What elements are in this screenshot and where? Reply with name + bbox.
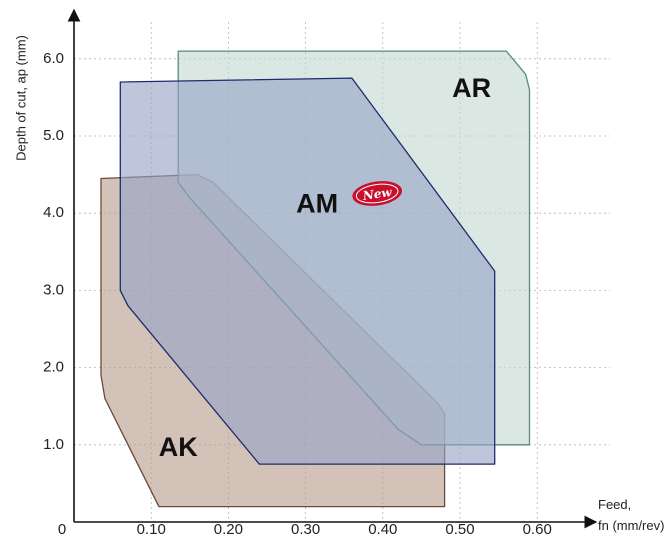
y-tick-label: 1.0 bbox=[43, 436, 64, 453]
y-tick-label: 3.0 bbox=[43, 281, 64, 298]
new-badge: New bbox=[352, 181, 402, 206]
x-tick-label: 0.20 bbox=[214, 521, 243, 538]
label-am: AM bbox=[296, 189, 338, 219]
x-tick-label: 0.30 bbox=[291, 521, 320, 538]
x-tick-label: 0.50 bbox=[445, 521, 474, 538]
x-axis-title-line2: fn (mm/rev) bbox=[598, 518, 664, 533]
origin-label: 0 bbox=[58, 521, 66, 538]
y-tick-label: 4.0 bbox=[43, 204, 64, 221]
new-badge-text: New bbox=[361, 185, 393, 203]
region-labels: AR AM AK New bbox=[159, 73, 491, 462]
x-tick-label: 0.10 bbox=[137, 521, 166, 538]
y-tick-label: 2.0 bbox=[43, 359, 64, 376]
axes bbox=[67, 8, 598, 529]
region-am bbox=[119, 77, 496, 465]
new-badge-ring bbox=[355, 183, 399, 204]
y-tick-label: 6.0 bbox=[43, 50, 64, 67]
tick-labels: 0.10 0.20 0.30 0.40 0.50 0.60 1.0 2.0 3.0 4.0 5.0 6… bbox=[43, 50, 552, 538]
regions bbox=[100, 50, 531, 508]
x-tick-label: 0.60 bbox=[523, 521, 552, 538]
y-axis-title: Depth of cut, ap (mm) bbox=[13, 35, 28, 161]
x-axis-title-line1: Feed, bbox=[598, 497, 631, 512]
y-tick-label: 5.0 bbox=[43, 127, 64, 144]
x-tick-label: 0.40 bbox=[368, 521, 397, 538]
label-ar: AR bbox=[452, 73, 491, 103]
label-ak: AK bbox=[159, 432, 198, 462]
